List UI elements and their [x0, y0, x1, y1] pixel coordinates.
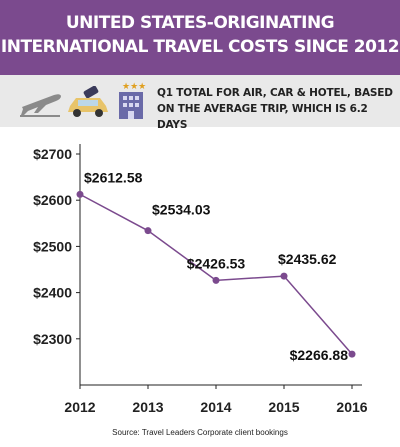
title-line-1: UNITED STATES-ORIGINATING [65, 13, 335, 33]
subheader-band: ★★★ Q1 TOTAL FOR AIR, CAR & HOTEL, BASED… [0, 75, 400, 131]
x-tick-label: 2014 [200, 399, 231, 415]
data-label: $2534.03 [152, 202, 211, 218]
car-icon [68, 86, 108, 117]
x-tick-label: 2016 [336, 399, 367, 415]
y-tick-label: $2400 [33, 285, 72, 301]
data-point [280, 272, 288, 280]
y-tick-label: $2300 [33, 331, 72, 347]
subheader-line-2: ON THE AVERAGE TRIP, WHICH IS 6.2 DAYS [157, 103, 368, 131]
subheader-line-1: Q1 TOTAL FOR AIR, CAR & HOTEL, BASED [157, 87, 393, 99]
y-tick-label: $2500 [33, 238, 72, 254]
x-tick-label: 2015 [268, 399, 299, 415]
airplane-icon [20, 94, 61, 117]
data-label: $2266.88 [290, 347, 349, 363]
x-tick-label: 2012 [64, 399, 95, 415]
data-label: $2435.62 [278, 251, 337, 267]
data-point [76, 190, 84, 198]
x-tick-label: 2013 [132, 399, 163, 415]
hotel-icon: ★★★ [119, 81, 146, 119]
line-chart: $2700 $2600 $2500 $2400 $2300 2012 2013 2014 201… [33, 144, 368, 415]
data-label: $2426.53 [187, 255, 246, 271]
series-line [79, 193, 353, 355]
data-point [348, 350, 356, 358]
data-label: $2612.58 [84, 169, 143, 185]
subheader-text: Q1 TOTAL FOR AIR, CAR & HOTEL, BASED ON … [157, 85, 397, 133]
data-point [212, 276, 220, 284]
svg-text:★★★: ★★★ [122, 81, 146, 91]
y-tick-label: $2600 [33, 192, 72, 208]
header-banner: UNITED STATES-ORIGINATING INTERNATIONAL … [0, 0, 400, 75]
data-point [144, 227, 152, 235]
y-tick-label: $2700 [33, 146, 72, 162]
source-note: Source: Travel Leaders Corporate client … [112, 428, 288, 437]
title-line-2: INTERNATIONAL TRAVEL COSTS SINCE 2012 [0, 37, 400, 57]
